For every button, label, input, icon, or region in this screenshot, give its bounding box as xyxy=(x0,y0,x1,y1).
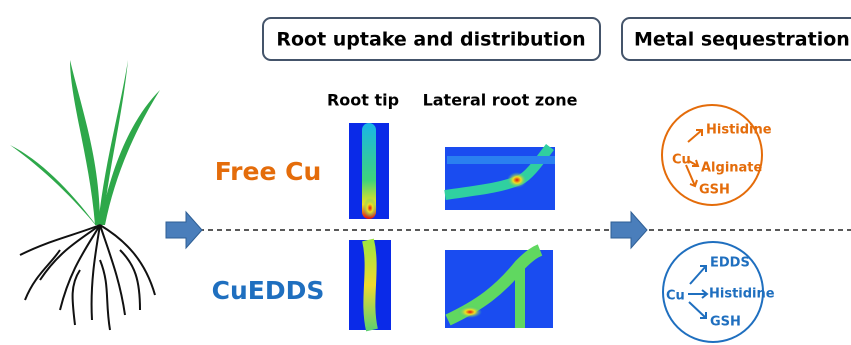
arrow xyxy=(611,212,647,248)
species-label: EDDS xyxy=(710,256,750,271)
heatmap xyxy=(445,250,553,328)
heatmap xyxy=(349,123,389,219)
row-label: Free Cu xyxy=(215,157,322,186)
species-label: Histidine xyxy=(709,287,775,302)
heatmap xyxy=(445,147,555,210)
species-label: GSH xyxy=(699,183,730,198)
arrow xyxy=(166,212,202,248)
column-label: Lateral root zone xyxy=(423,91,578,110)
species-label: Alginate xyxy=(701,161,763,176)
species-group: Histidine Cu Alginate GSH xyxy=(662,105,772,205)
panel-title: Root uptake and distribution xyxy=(276,29,585,51)
diagram: Root uptake and distribution Metal seque… xyxy=(0,0,851,345)
panel-title: Metal sequestration xyxy=(634,29,850,51)
heatmap xyxy=(349,240,391,330)
species-label: Histidine xyxy=(706,123,772,138)
plant-icon xyxy=(10,60,160,330)
species-center: Cu xyxy=(672,153,691,168)
species-center: Cu xyxy=(666,289,685,304)
species-group: EDDS Cu Histidine GSH xyxy=(663,242,775,342)
row-label: CuEDDS xyxy=(212,276,325,305)
species-label: GSH xyxy=(710,315,741,330)
column-label: Root tip xyxy=(327,91,399,110)
